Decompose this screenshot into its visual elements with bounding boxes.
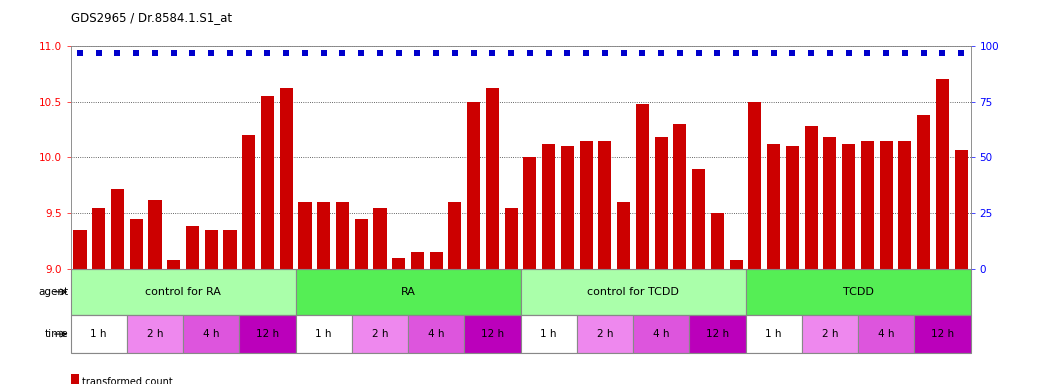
Bar	[92, 207, 105, 269]
Text: RA: RA	[401, 287, 415, 297]
Bar	[261, 96, 274, 269]
Bar	[148, 200, 162, 269]
Bar	[655, 137, 667, 269]
Bar	[130, 219, 143, 269]
Text: 4 h: 4 h	[878, 329, 895, 339]
Bar	[598, 141, 611, 269]
Text: 12 h: 12 h	[481, 329, 504, 339]
Bar	[448, 202, 462, 269]
Bar	[411, 252, 424, 269]
Bar	[240, 315, 296, 353]
Text: control for TCDD: control for TCDD	[588, 287, 679, 297]
Bar	[279, 88, 293, 269]
Bar	[842, 144, 855, 269]
Bar	[711, 213, 723, 269]
Text: 4 h: 4 h	[203, 329, 219, 339]
Text: control for RA: control for RA	[145, 287, 221, 297]
Bar	[408, 315, 464, 353]
Bar	[786, 146, 799, 269]
Bar	[955, 150, 967, 269]
Text: 2 h: 2 h	[597, 329, 613, 339]
Bar	[674, 124, 686, 269]
Text: GDS2965 / Dr.8584.1.S1_at: GDS2965 / Dr.8584.1.S1_at	[71, 12, 231, 25]
Text: 2 h: 2 h	[822, 329, 838, 339]
Bar	[801, 315, 858, 353]
Bar	[430, 252, 443, 269]
Bar	[879, 141, 893, 269]
Bar	[186, 227, 199, 269]
Bar	[71, 269, 296, 315]
Bar	[392, 258, 405, 269]
Bar	[523, 157, 537, 269]
Bar	[577, 315, 633, 353]
Bar	[111, 189, 124, 269]
Bar	[242, 135, 255, 269]
Bar	[318, 202, 330, 269]
Bar	[918, 115, 930, 269]
Bar	[374, 207, 386, 269]
Bar	[745, 315, 801, 353]
Bar	[561, 146, 574, 269]
Text: 12 h: 12 h	[256, 329, 279, 339]
Text: 2 h: 2 h	[146, 329, 163, 339]
Bar	[936, 79, 949, 269]
Text: 1 h: 1 h	[541, 329, 557, 339]
Bar	[914, 315, 971, 353]
Text: agent: agent	[38, 287, 69, 297]
Text: 12 h: 12 h	[706, 329, 729, 339]
Bar	[521, 315, 577, 353]
Bar	[633, 315, 689, 353]
Text: 4 h: 4 h	[428, 329, 444, 339]
Text: 2 h: 2 h	[372, 329, 388, 339]
Bar	[223, 230, 237, 269]
Bar	[804, 126, 818, 269]
Bar	[636, 104, 649, 269]
Text: transformed count: transformed count	[82, 377, 172, 384]
Text: 1 h: 1 h	[90, 329, 107, 339]
Bar	[467, 102, 481, 269]
Bar	[689, 315, 745, 353]
Bar	[748, 102, 762, 269]
Bar	[692, 169, 705, 269]
Bar	[296, 315, 352, 353]
Bar	[127, 315, 183, 353]
Bar	[504, 207, 518, 269]
Text: 1 h: 1 h	[316, 329, 332, 339]
Text: TCDD: TCDD	[843, 287, 873, 297]
Bar	[861, 141, 874, 269]
Bar	[486, 88, 499, 269]
Bar	[745, 269, 971, 315]
Bar	[296, 269, 521, 315]
Bar	[767, 144, 781, 269]
Bar	[352, 315, 408, 353]
Bar	[71, 315, 127, 353]
Bar	[355, 219, 367, 269]
Bar	[730, 260, 743, 269]
Bar	[464, 315, 521, 353]
Bar	[183, 315, 240, 353]
Bar	[579, 141, 593, 269]
Bar	[542, 144, 555, 269]
Bar	[167, 260, 181, 269]
Text: 4 h: 4 h	[653, 329, 670, 339]
Bar	[521, 269, 745, 315]
Bar	[298, 202, 311, 269]
Bar	[858, 315, 914, 353]
Bar	[204, 230, 218, 269]
Bar	[618, 202, 630, 269]
Text: 12 h: 12 h	[931, 329, 954, 339]
Bar	[336, 202, 349, 269]
Text: time: time	[45, 329, 69, 339]
Bar	[898, 141, 911, 269]
Bar	[74, 230, 86, 269]
Text: 1 h: 1 h	[765, 329, 782, 339]
Bar	[823, 137, 837, 269]
